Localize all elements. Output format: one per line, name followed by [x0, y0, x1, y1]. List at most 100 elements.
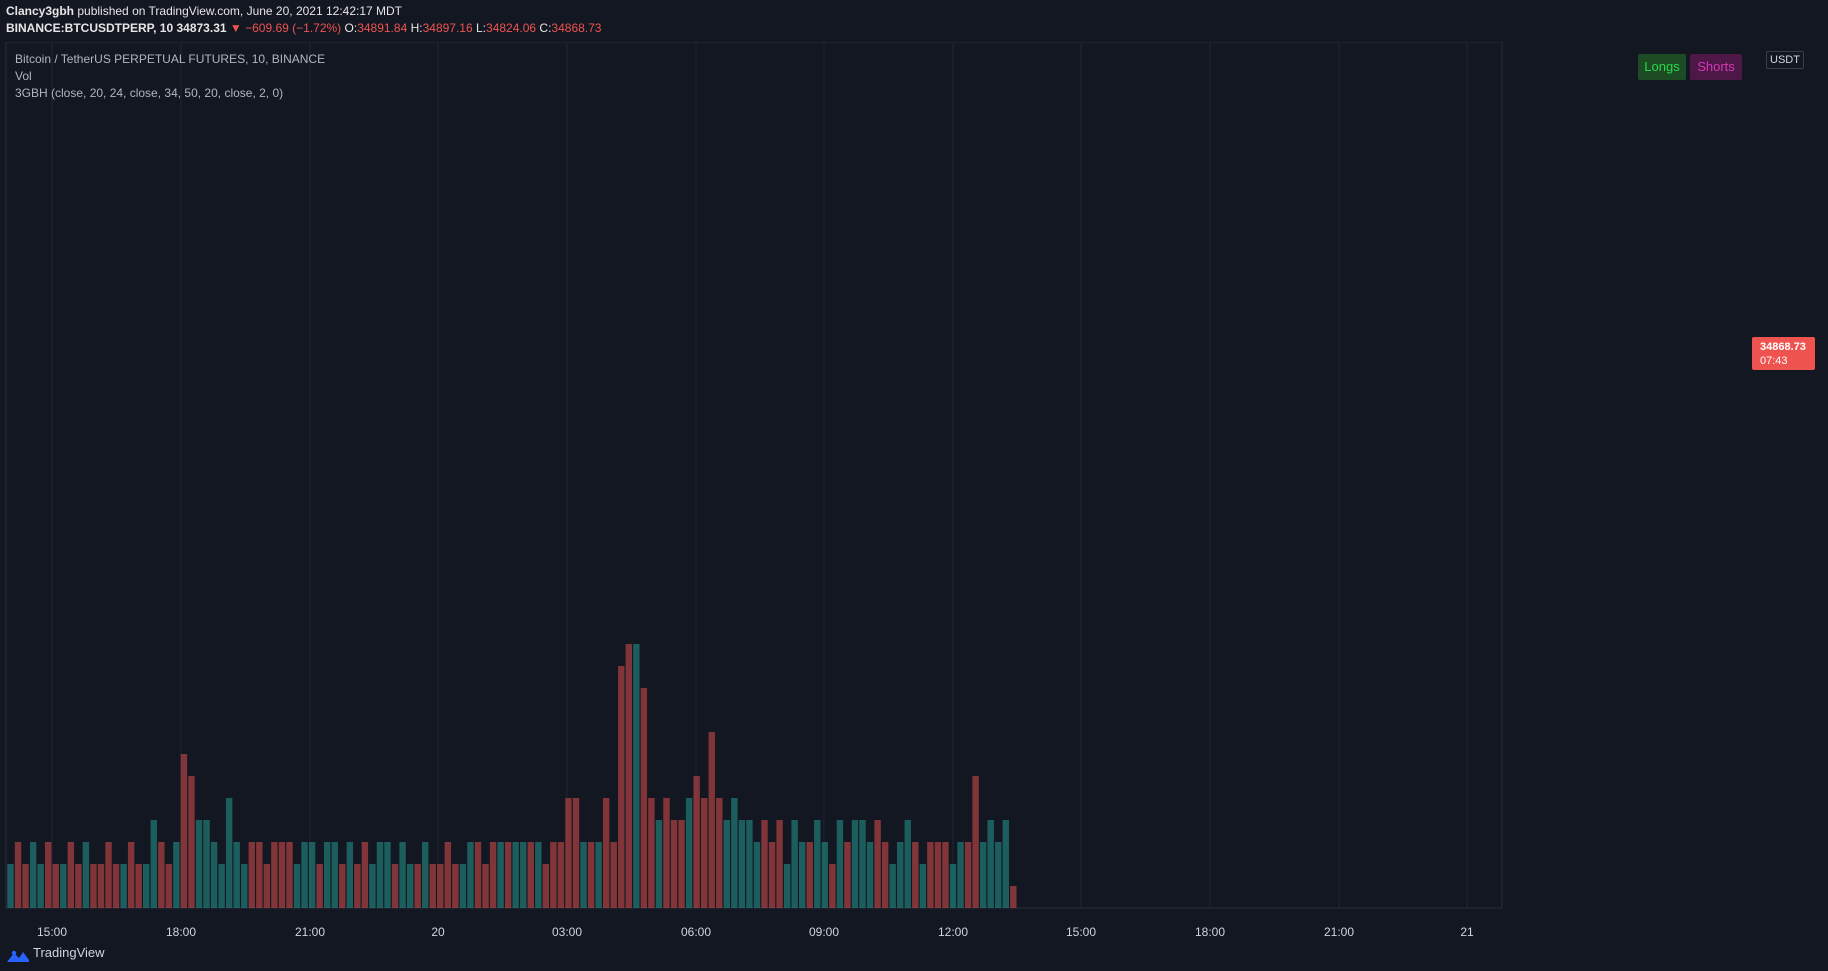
volume-bar — [731, 798, 738, 908]
volume-bar — [753, 842, 761, 908]
volume-bar — [210, 842, 218, 908]
publish-info: Clancy3gbh published on TradingView.com,… — [6, 4, 402, 18]
volume-bar — [542, 864, 550, 908]
last-price-label: 34868.73 07:43 — [1752, 337, 1815, 370]
ohlc-line: BINANCE:BTCUSDTPERP, 10 34873.31 ▼ −609.… — [6, 21, 601, 35]
volume-bar — [595, 842, 602, 908]
last-price-value: 34868.73 — [1760, 341, 1806, 353]
change-text: ▼ −609.69 (−1.72%) — [229, 21, 342, 35]
volume-bar — [587, 842, 595, 908]
volume-bar — [90, 864, 97, 908]
volume-bar — [610, 842, 617, 908]
volume-bar — [851, 820, 859, 908]
volume-bar — [233, 842, 240, 908]
volume-bar — [75, 864, 82, 908]
volume-bar — [504, 842, 512, 908]
tradingview-logo-icon[interactable] — [6, 946, 30, 966]
volume-bar — [384, 842, 391, 908]
volume-bar — [700, 798, 708, 908]
volume-bar — [444, 842, 452, 908]
volume-bar — [663, 798, 670, 908]
volume-bar — [406, 864, 414, 908]
indicator-legend[interactable]: 3GBH (close, 20, 24, close, 34, 50, 20, … — [15, 86, 284, 100]
volume-bar — [452, 864, 459, 908]
volume-bar — [942, 842, 949, 908]
open-label: O: — [344, 21, 358, 35]
volume-bar — [670, 820, 678, 908]
close-label: C: — [539, 21, 552, 35]
volume-bar — [866, 842, 874, 908]
high-value: 34897.16 — [422, 21, 473, 35]
volume-bar — [904, 820, 911, 908]
volume-bar — [256, 842, 263, 908]
chart-area[interactable]: 36600.0036400.0036200.0036000.0035800.00… — [0, 42, 1828, 954]
volume-bar — [180, 754, 188, 908]
volume-bar — [293, 864, 301, 908]
volume-bar — [934, 842, 942, 908]
x-tick-label: 15:00 — [37, 925, 67, 939]
volume-bar — [188, 776, 195, 908]
volume-bar — [557, 842, 565, 908]
volume-bar — [964, 842, 972, 908]
volume-bar — [806, 842, 813, 908]
volume-bar — [972, 776, 979, 908]
volume-bar — [286, 842, 293, 908]
volume-bar — [354, 864, 361, 908]
volume-bar — [112, 864, 120, 908]
x-tick-label: 15:00 — [1066, 925, 1096, 939]
volume-bar — [346, 842, 353, 908]
plot-border — [5, 42, 1503, 909]
shorts-button[interactable]: Shorts — [1690, 54, 1742, 80]
volume-bar — [173, 842, 180, 908]
volume-bar — [301, 842, 308, 908]
x-tick-label: 21 — [1460, 925, 1474, 939]
low-value: 34824.06 — [486, 21, 537, 35]
volume-bar — [979, 842, 987, 908]
volume-bar — [783, 864, 791, 908]
volume-bar — [45, 842, 52, 908]
volume-bar — [716, 798, 723, 908]
volume-bar — [799, 842, 806, 908]
volume-bar — [1002, 820, 1009, 908]
volume-bar — [369, 864, 376, 908]
x-tick-label: 18:00 — [166, 925, 196, 939]
volume-bar — [746, 820, 753, 908]
x-tick-label: 09:00 — [809, 925, 839, 939]
volume-bar — [29, 842, 37, 908]
volume-bar — [919, 864, 927, 908]
candlestick-chart[interactable]: 36600.0036400.0036200.0036000.0035800.00… — [0, 42, 1828, 954]
volume-bar — [263, 864, 271, 908]
volume-bar — [195, 820, 203, 908]
volume-bar — [82, 842, 90, 908]
longs-button[interactable]: Longs — [1638, 54, 1686, 80]
volume-bar — [791, 820, 798, 908]
publisher-name[interactable]: Clancy3gbh — [6, 4, 75, 18]
volume-bar — [150, 820, 157, 908]
volume-bar — [829, 864, 836, 908]
footer — [0, 945, 1828, 971]
volume-bar — [339, 864, 346, 908]
volume-bar — [143, 864, 150, 908]
chart-title[interactable]: Bitcoin / TetherUS PERPETUAL FUTURES, 10… — [15, 52, 326, 66]
volume-bar — [949, 864, 957, 908]
volume-legend[interactable]: Vol — [15, 69, 32, 83]
volume-bar — [14, 842, 22, 908]
volume-bar — [414, 864, 421, 908]
volume-bar — [527, 842, 534, 908]
volume-bar — [7, 864, 14, 908]
volume-bar — [271, 842, 278, 908]
symbol-label: BINANCE:BTCUSDTPERP, 10 — [6, 21, 174, 35]
volume-bar — [602, 798, 610, 908]
volume-bar — [1010, 886, 1017, 908]
volume-bar — [881, 842, 889, 908]
volume-bar — [995, 842, 1002, 908]
volume-bar — [37, 864, 44, 908]
currency-unit-label[interactable]: USDT — [1766, 51, 1804, 69]
volume-bar — [580, 842, 587, 908]
volume-bar — [618, 666, 625, 908]
volume-bar — [127, 842, 135, 908]
volume-bar — [97, 864, 105, 908]
x-tick-label: 20 — [431, 925, 445, 939]
tradingview-brand[interactable]: TradingView — [33, 945, 105, 960]
volume-bar — [467, 842, 474, 908]
